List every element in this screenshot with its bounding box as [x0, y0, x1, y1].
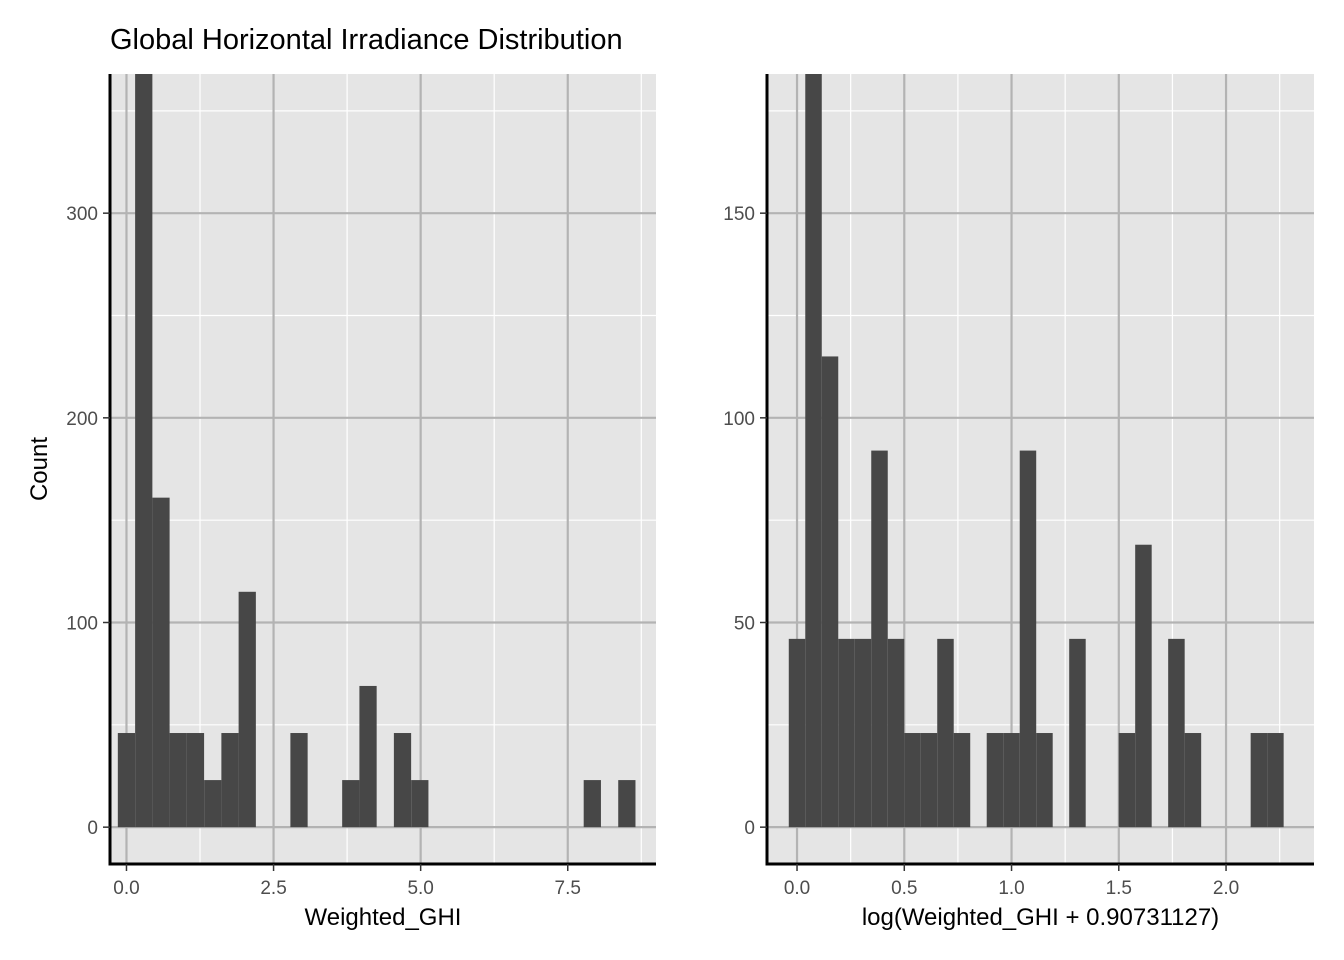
chart-title: Global Horizontal Irradiance Distributio…	[110, 24, 623, 56]
panel-2-y-tick-label: 50	[734, 613, 755, 634]
panel-1-bar	[221, 733, 239, 828]
panel-2-bar	[871, 450, 888, 828]
panel-1-background	[110, 74, 656, 864]
panel-2-bar	[1184, 733, 1202, 828]
panel-2-bar	[1069, 638, 1086, 828]
panel-2-x-axis-title: log(Weighted_GHI + 0.90731127)	[862, 904, 1219, 931]
panel-2-bar	[937, 638, 954, 828]
panel-1-bar	[411, 780, 429, 828]
panel-1-x-tick-label: 2.5	[260, 878, 286, 899]
panel-2-bar	[854, 638, 872, 828]
panel-2-bar	[986, 733, 1004, 828]
panel-2-bar	[1019, 450, 1037, 828]
panel-1-y-tick-label: 0	[87, 818, 98, 839]
panel-2-bar	[1036, 733, 1053, 828]
panel-1-x-axis-title: Weighted_GHI	[305, 904, 462, 931]
panel-2-bar	[1003, 733, 1020, 828]
panel-1-y-tick-label: 300	[66, 204, 98, 225]
panel-2-bar	[821, 356, 839, 828]
panel-2-y-tick-label: 150	[723, 204, 755, 225]
panel-2-x-tick-label: 2.0	[1213, 878, 1239, 899]
panel-2-bar	[1118, 733, 1136, 828]
panel-1-bar	[583, 780, 601, 828]
panel-1-bar	[117, 733, 136, 828]
panel-2-x-tick-label: 1.0	[998, 878, 1024, 899]
panel-1-bar	[393, 733, 412, 828]
panel-1-bar	[618, 780, 636, 828]
panel-1-x-tick-label: 5.0	[407, 878, 433, 899]
panel-1-bar	[152, 497, 170, 828]
panel-1-bar	[169, 733, 187, 828]
panel-1-y-axis-title: Count	[26, 437, 53, 501]
panel-2-bar	[904, 733, 921, 828]
panel-2-bar	[1250, 733, 1268, 828]
panel-2-bar	[805, 74, 822, 828]
panel-2-x-tick-label: 1.5	[1106, 878, 1132, 899]
panel-2-bar	[838, 638, 855, 828]
panel-1-bar	[204, 780, 222, 828]
panel-1-bar	[238, 591, 256, 828]
panel-2-bar	[1135, 544, 1152, 828]
panel-1-bar	[135, 74, 153, 828]
panel-2-bar	[920, 733, 938, 828]
panel-1-bar	[186, 733, 205, 828]
panel-1-y-tick-label: 200	[66, 409, 98, 430]
panel-2-y-tick-label: 0	[744, 818, 755, 839]
panel-2-x-tick-label: 0.5	[891, 878, 917, 899]
panel-1-x-tick-label: 7.5	[555, 878, 581, 899]
panel-2-bar	[1267, 733, 1284, 828]
panel-2-bar	[887, 638, 905, 828]
panel-1-y-tick-label: 100	[66, 613, 98, 634]
panel-2-bar	[788, 638, 806, 828]
panel-1-bar	[359, 685, 377, 828]
panel-1-bar	[290, 733, 308, 828]
panel-1-x-tick-label: 0.0	[113, 878, 139, 899]
panel-2-bar	[1168, 638, 1185, 828]
panel-1-bar	[342, 780, 360, 828]
panel-2-y-tick-label: 100	[723, 409, 755, 430]
panel-2-bar	[953, 733, 971, 828]
panel-2-x-tick-label: 0.0	[784, 878, 810, 899]
